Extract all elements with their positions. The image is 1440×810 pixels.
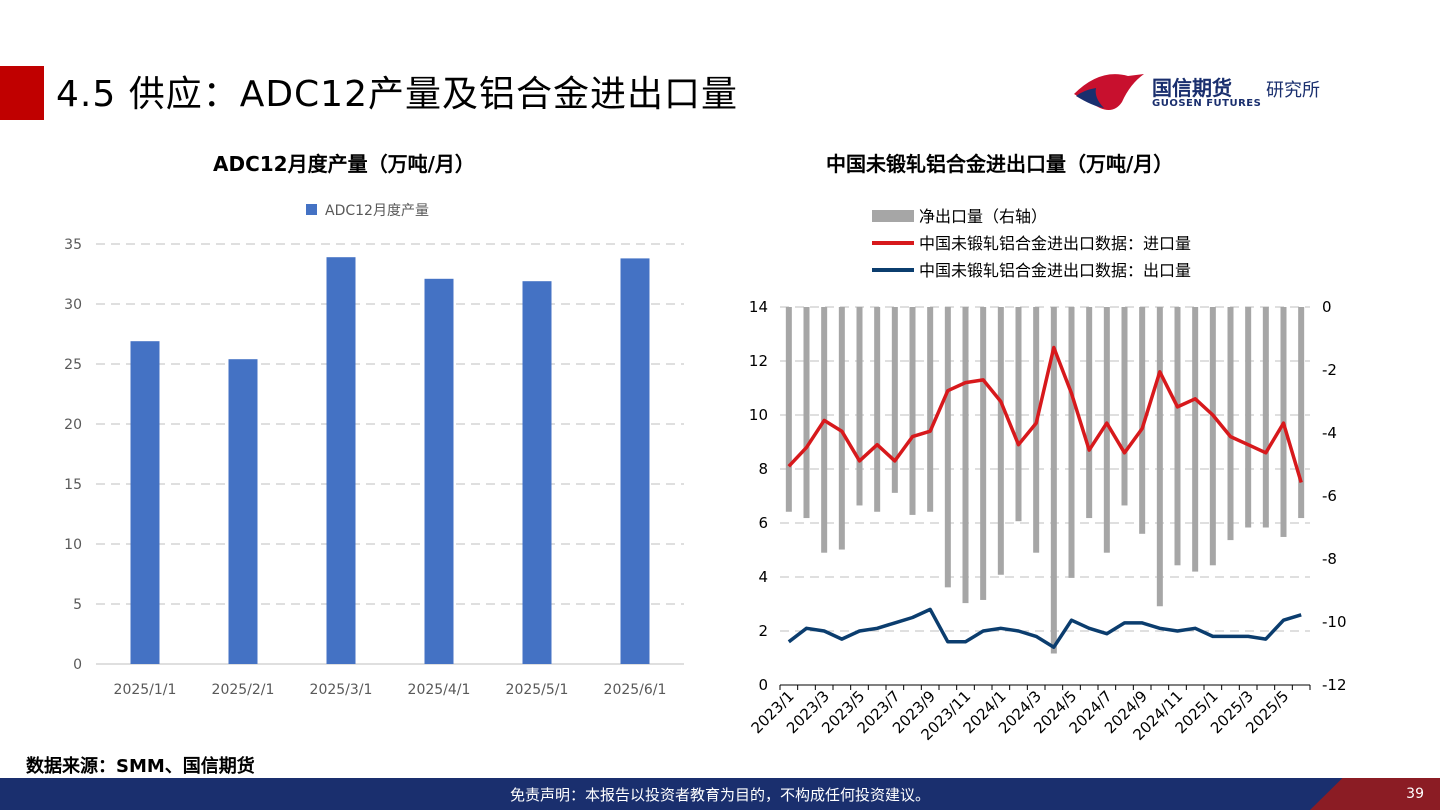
net-export-bar — [1033, 307, 1040, 553]
x-tick-label: 2025/1/1 — [114, 682, 177, 698]
logo-mark-icon — [1074, 74, 1144, 110]
net-export-bar — [1050, 307, 1057, 654]
net-export-bar — [944, 307, 951, 588]
export-line — [787, 607, 1302, 649]
y-tick-label: 10 — [64, 537, 82, 553]
y-left-tick-label: 2 — [758, 622, 768, 640]
legend-swatch-net-export — [872, 210, 914, 222]
net-export-bar — [1174, 307, 1181, 566]
x-tick-label: 2025/4/1 — [408, 682, 471, 698]
bar — [130, 341, 160, 664]
import-line — [787, 345, 1303, 483]
net-export-bar — [1227, 307, 1234, 541]
disclaimer-text: 免责声明：本报告以投资者教育为目的，不构成任何投资建议。 — [509, 786, 930, 804]
y-left-tick-label: 0 — [758, 676, 768, 694]
y-right-tick-label: -6 — [1322, 487, 1337, 505]
legend-swatch-adc12 — [306, 204, 317, 215]
import-export-chart: 净出口量（右轴） 中国未锻轧铝合金进出口数据：进口量中国未锻轧铝合金进出口数据：出… — [748, 207, 1347, 744]
y-right-tick-label: -12 — [1322, 676, 1347, 694]
y-tick-label: 35 — [64, 237, 82, 253]
y-tick-label: 30 — [64, 297, 82, 313]
net-export-bar — [1298, 307, 1305, 519]
x-tick-label: 2025/2/1 — [212, 682, 275, 698]
net-export-bar — [1139, 307, 1146, 534]
net-export-bar — [962, 307, 969, 604]
y-right-tick-label: 0 — [1322, 298, 1332, 316]
y-left-tick-label: 4 — [758, 568, 768, 586]
logo-name-en: GUOSEN FUTURES — [1152, 98, 1262, 109]
data-source: 数据来源：SMM、国信期货 — [26, 756, 255, 777]
title-accent-bar — [0, 66, 44, 120]
legend-label-net-export: 净出口量（右轴） — [919, 207, 1047, 226]
right-chart-title: 中国未锻轧铝合金进出口量（万吨/月） — [826, 152, 1174, 176]
x-tick-label: 2025/5/1 — [506, 682, 569, 698]
net-export-bar — [909, 307, 916, 515]
y-right-tick-label: -10 — [1322, 613, 1347, 631]
net-export-bar — [821, 307, 828, 553]
page-title: 4.5 供应：ADC12产量及铝合金进出口量 — [56, 74, 738, 115]
bar — [228, 359, 258, 664]
y-tick-label: 25 — [64, 357, 82, 373]
y-tick-label: 15 — [64, 477, 82, 493]
net-export-bar — [1086, 307, 1093, 519]
net-export-bar — [856, 307, 863, 506]
net-export-bar — [891, 307, 898, 493]
net-export-bar — [874, 307, 881, 512]
footer-bar: 免责声明：本报告以投资者教育为目的，不构成任何投资建议。 39 — [0, 778, 1440, 810]
net-export-bar — [1103, 307, 1110, 553]
bar — [326, 257, 356, 664]
logo-subtitle: 研究所 — [1266, 80, 1320, 101]
left-chart-title: ADC12月度产量（万吨/月） — [213, 152, 475, 176]
net-export-bar — [1209, 307, 1216, 566]
net-export-bar — [803, 307, 810, 519]
y-left-tick-label: 8 — [758, 460, 768, 478]
net-export-bar — [838, 307, 845, 550]
net-export-bar — [1262, 307, 1269, 528]
y-right-tick-label: -8 — [1322, 550, 1337, 568]
y-tick-label: 20 — [64, 417, 82, 433]
net-export-bar — [1068, 307, 1075, 578]
brand-logo: 国信期货 GUOSEN FUTURES 研究所 — [1070, 66, 1370, 118]
net-export-bar — [1245, 307, 1252, 528]
net-export-bar — [980, 307, 987, 600]
net-export-bar — [785, 307, 792, 512]
net-export-bar — [1192, 307, 1199, 572]
bar — [522, 281, 552, 664]
y-tick-label: 5 — [73, 597, 82, 613]
y-right-tick-label: -2 — [1322, 361, 1337, 379]
net-export-bar — [927, 307, 934, 512]
y-left-tick-label: 10 — [749, 406, 768, 424]
y-left-tick-label: 6 — [758, 514, 768, 532]
y-right-tick-label: -4 — [1322, 424, 1337, 442]
x-tick-label: 2025/3/1 — [310, 682, 373, 698]
legend-label-export: 中国未锻轧铝合金进出口数据：出口量 — [919, 261, 1191, 280]
legend-label-import: 中国未锻轧铝合金进出口数据：进口量 — [919, 234, 1191, 253]
net-export-bar — [1015, 307, 1022, 522]
y-left-tick-label: 12 — [749, 352, 768, 370]
adc12-bar-chart: ADC12月度产量 0 5 10 15 20 25 30 35 2025/1/1 2025/2/1 2… — [64, 203, 684, 698]
y-tick-label: 0 — [73, 657, 82, 673]
net-export-bar — [1156, 307, 1163, 607]
x-tick-label: 2025/6/1 — [604, 682, 667, 698]
page-number: 39 — [1406, 786, 1424, 802]
bar — [424, 278, 454, 664]
legend-label-adc12: ADC12月度产量 — [325, 203, 429, 219]
bar — [620, 258, 650, 664]
logo-name-cn: 国信期货 — [1152, 76, 1232, 100]
net-export-bar — [997, 307, 1004, 575]
y-left-tick-label: 14 — [749, 298, 768, 316]
net-export-bar — [1121, 307, 1128, 506]
